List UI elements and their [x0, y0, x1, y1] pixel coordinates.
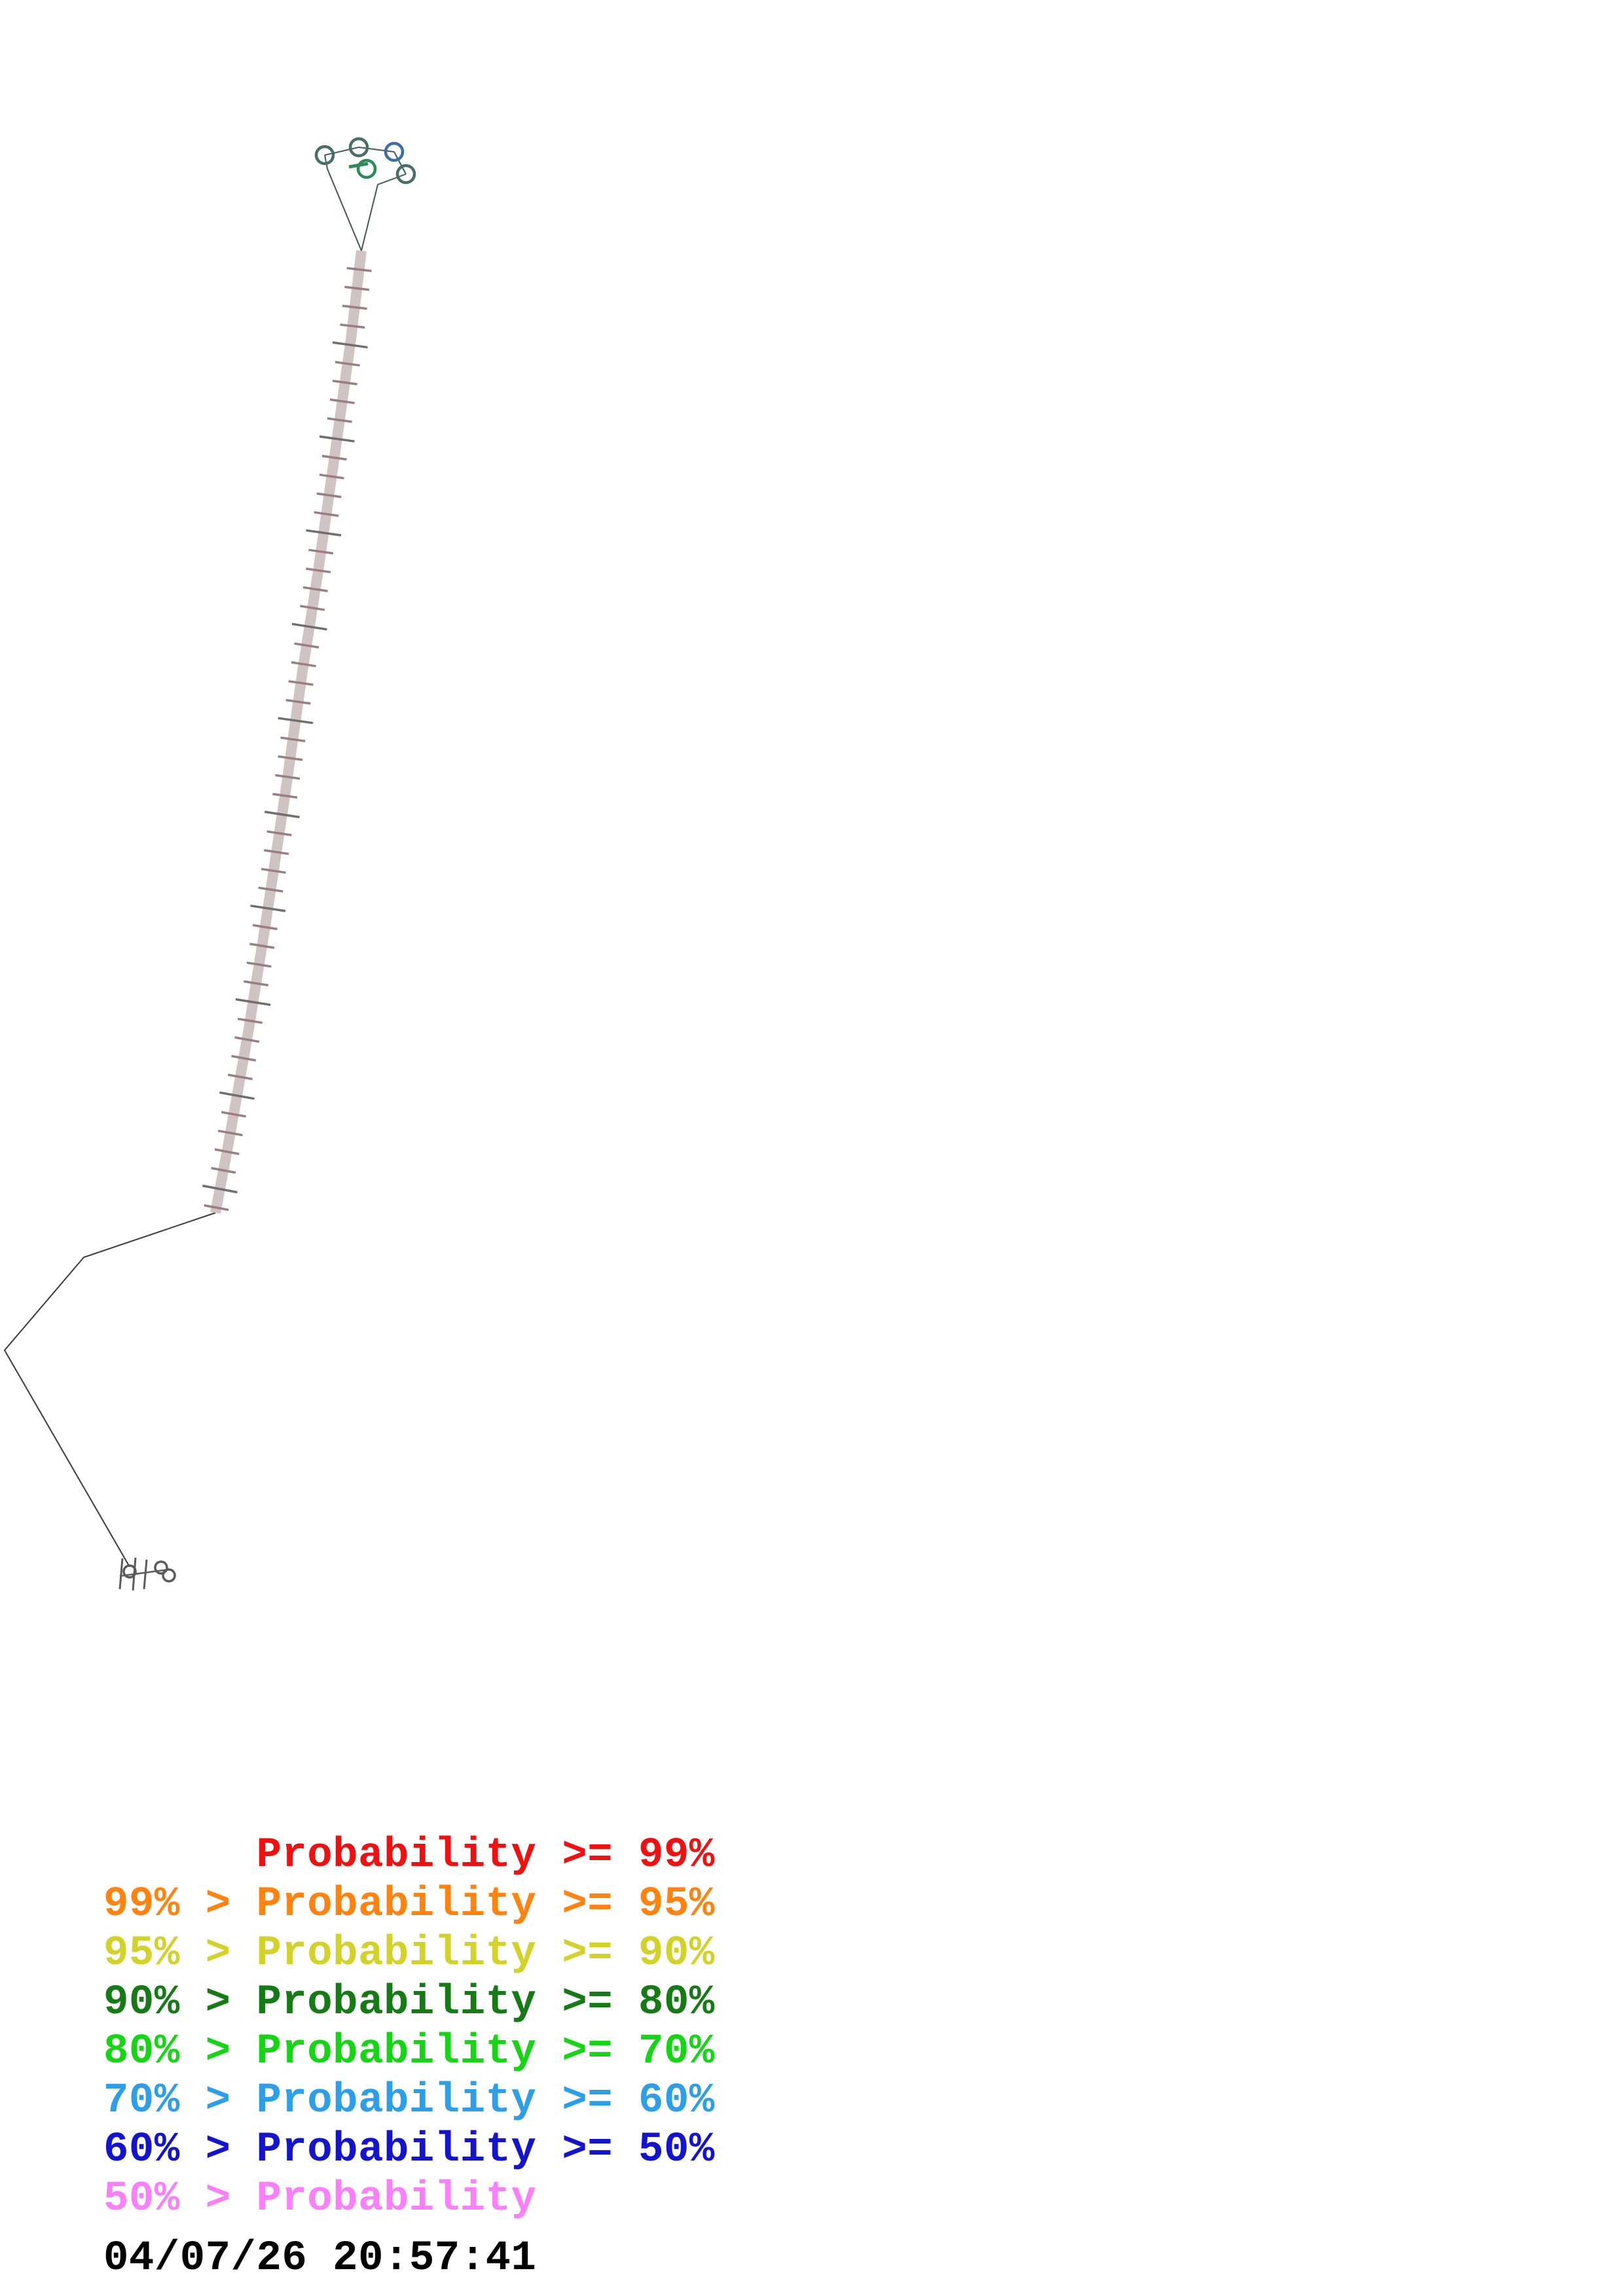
legend-entry: 90% > Probability >= 80% [103, 1979, 715, 2026]
tail-strand [3, 1212, 216, 1568]
terminal-structure [119, 1557, 176, 1591]
legend-entry: 50% > Probability [103, 2176, 537, 2223]
plot-timestamp: 04/07/26 20:57:41 [103, 2235, 537, 2282]
legend-entry: 60% > Probability >= 50% [103, 2126, 715, 2174]
legend-entry: 80% > Probability >= 70% [103, 2028, 715, 2075]
timestamp-block: 04/07/26 20:57:41 [103, 2225, 536, 2284]
helix-ladder [202, 250, 372, 1214]
probability-legend: Probability >= 99% 99% > Probability >= 9… [103, 1831, 715, 2224]
legend-entry: 95% > Probability >= 90% [103, 1930, 715, 1977]
legend-entry: 99% > Probability >= 95% [103, 1881, 715, 1928]
legend-entry: 70% > Probability >= 60% [103, 2077, 715, 2125]
legend-entry: Probability >= 99% [103, 1832, 715, 1879]
hairpin-loop-top [314, 137, 416, 251]
